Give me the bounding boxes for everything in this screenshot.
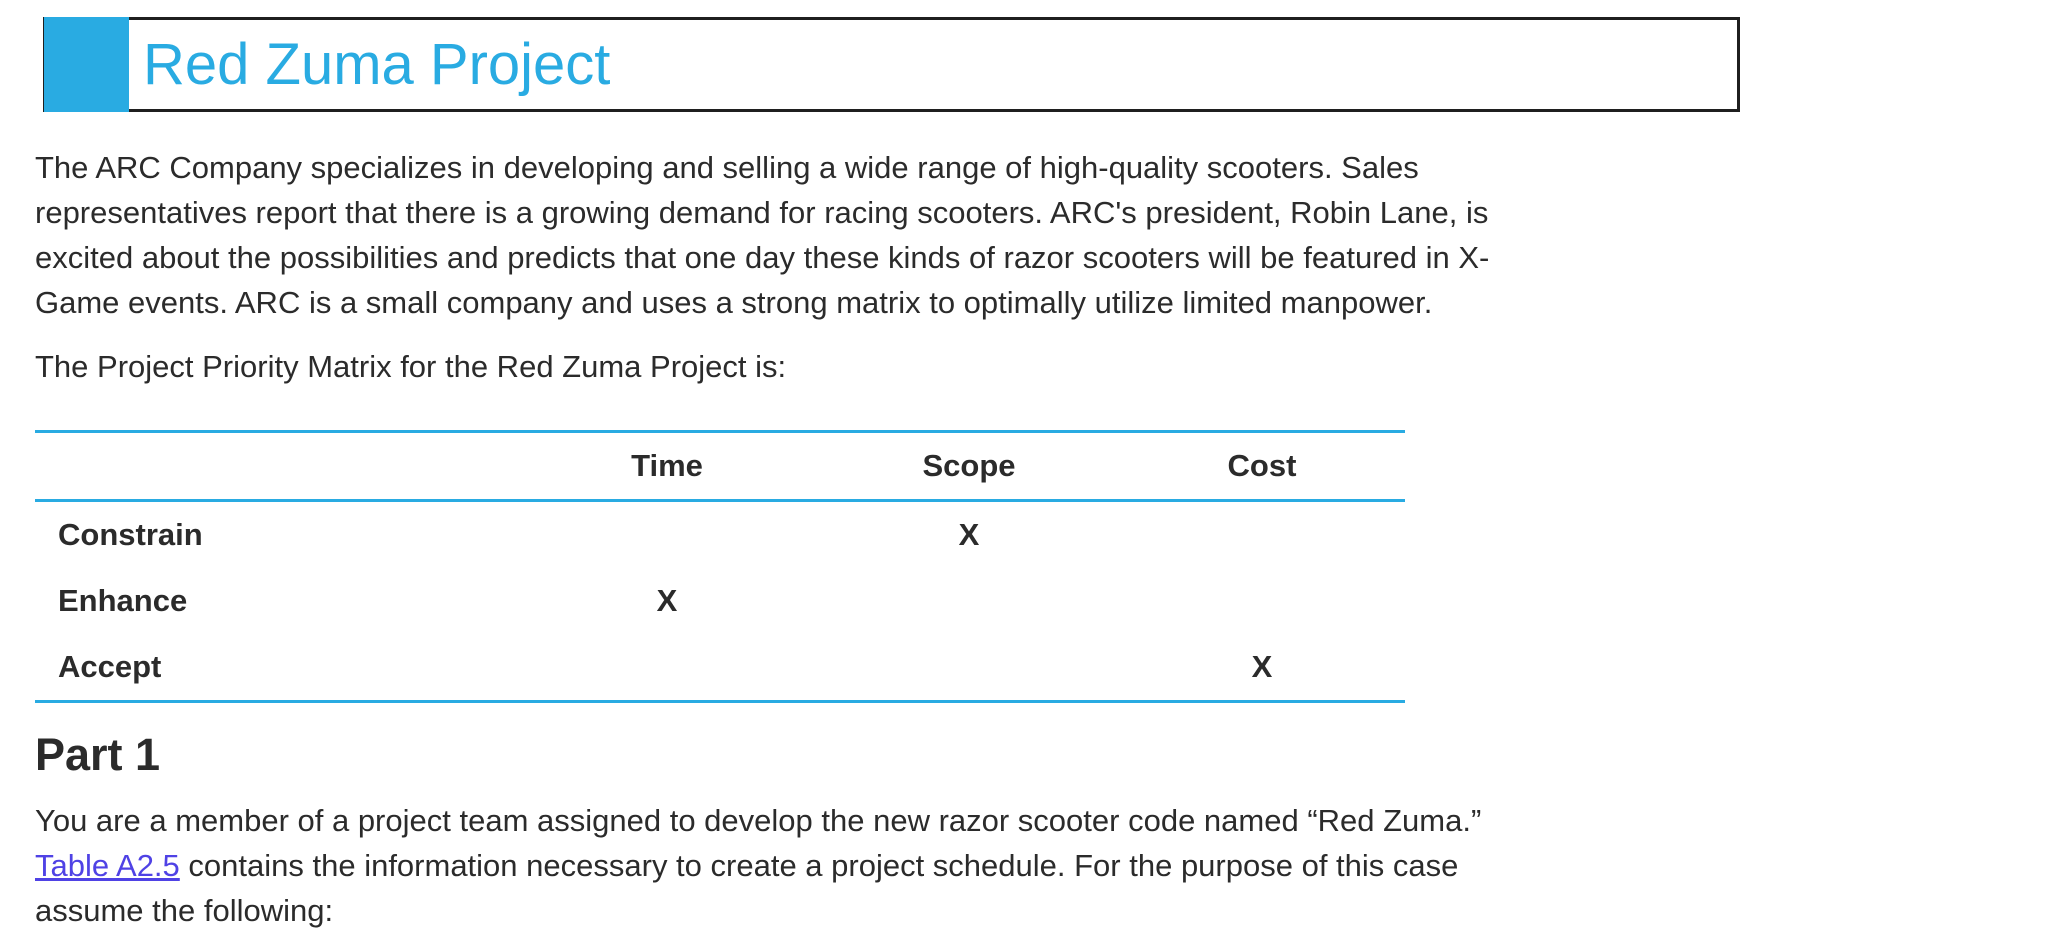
- part1-line-2-rest: contains the information necessary to cr…: [179, 848, 1459, 883]
- matrix-column-header-cost: Cost: [1227, 448, 1297, 483]
- intro-paragraph: The ARC Company specializes in developin…: [35, 145, 1746, 325]
- intro-line-2: representatives report that there is a g…: [35, 195, 1489, 230]
- part1-line-1: You are a member of a project team assig…: [35, 803, 1482, 838]
- matrix-column-header-scope: Scope: [922, 448, 1016, 483]
- matrix-row-label-constrain: Constrain: [58, 517, 203, 552]
- intro-line-1: The ARC Company specializes in developin…: [35, 150, 1419, 185]
- part1-line-3: assume the following:: [35, 893, 334, 928]
- matrix-row-accept: Accept X: [35, 634, 1405, 700]
- matrix-intro-text: The Project Priority Matrix for the Red …: [35, 349, 787, 384]
- part1-line-2: Table A2.5 contains the information nece…: [35, 843, 1746, 888]
- document-content: Red Zuma Project The ARC Company special…: [35, 0, 1746, 933]
- matrix-header-row: Time Scope Cost: [35, 433, 1405, 502]
- matrix-column-header-time: Time: [631, 448, 703, 483]
- matrix-row-enhance: Enhance X: [35, 568, 1405, 634]
- matrix-row-label-enhance: Enhance: [58, 583, 188, 618]
- page-title: Red Zuma Project: [143, 31, 611, 97]
- priority-matrix-table: Time Scope Cost Constrain X Enhance X Ac…: [35, 430, 1405, 703]
- table-a2-5-link[interactable]: Table A2.5: [35, 848, 180, 883]
- title-accent-square: [44, 17, 129, 112]
- document-title-banner: Red Zuma Project: [43, 17, 1740, 112]
- part1-paragraph: You are a member of a project team assig…: [35, 798, 1746, 933]
- intro-line-4: Game events. ARC is a small company and …: [35, 285, 1433, 320]
- part1-heading: Part 1: [35, 729, 161, 780]
- matrix-row-constrain: Constrain X: [35, 502, 1405, 568]
- matrix-row-label-accept: Accept: [58, 649, 162, 684]
- matrix-cell-enhance-time: X: [656, 583, 678, 618]
- matrix-cell-constrain-scope: X: [958, 517, 980, 552]
- intro-line-3: excited about the possibilities and pred…: [35, 240, 1490, 275]
- matrix-cell-accept-cost: X: [1251, 649, 1273, 684]
